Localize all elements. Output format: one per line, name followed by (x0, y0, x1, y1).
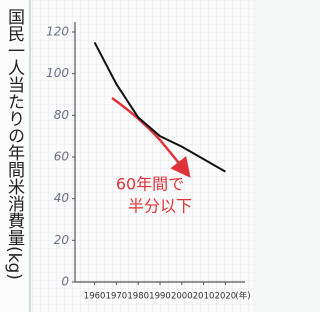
y-tick-label: 0 (61, 275, 69, 289)
x-tick-label: 1980 (127, 292, 149, 302)
annotation: 60年間で (116, 175, 184, 194)
x-tick-label: 1970 (106, 292, 128, 302)
page: {"chart_data": {"type": "line", "ylabel"… (0, 0, 253, 312)
y-tick-label: 100 (46, 66, 69, 80)
chart: 国民一人当たりの年間米消費量(kg) (年) 0 20 40 60 80 100 120 19… (0, 0, 253, 312)
y-tick-label: 40 (54, 191, 70, 205)
x-tick-label: 2010 (193, 292, 215, 302)
y-tick-label: 80 (54, 108, 70, 122)
y-tick-label: 120 (46, 25, 69, 39)
y-tick-label: 20 (54, 233, 70, 247)
y-tick-label: 60 (54, 150, 70, 164)
x-tick-label: 1990 (149, 292, 171, 302)
annotation: 半分以下 (128, 197, 192, 216)
x-tick-label: 2000 (171, 292, 193, 302)
y-axis-label: 国民一人当たりの年間米消費量(kg) (4, 8, 25, 280)
x-axis-label: (年) (235, 291, 250, 302)
x-tick-label: 1960 (84, 292, 106, 302)
x-tick-label: 2020 (215, 292, 237, 302)
